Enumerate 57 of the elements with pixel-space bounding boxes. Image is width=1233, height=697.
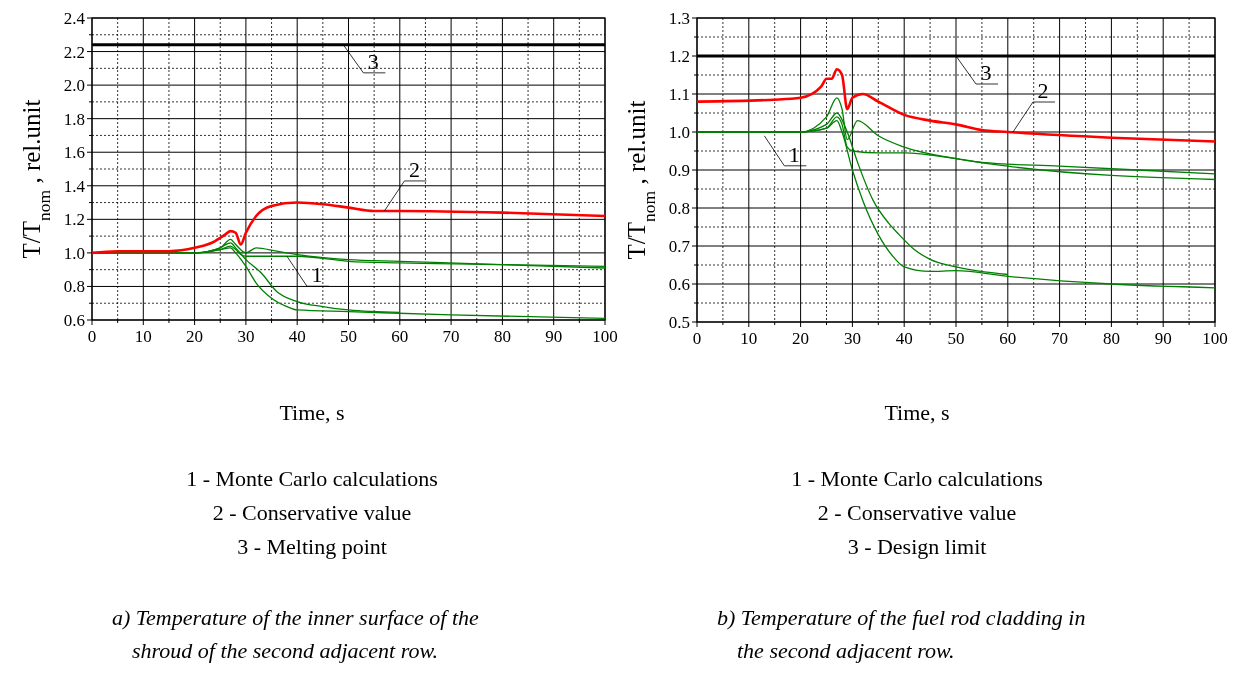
x-axis-title: Time, s xyxy=(279,400,345,425)
y-tick-label: 2.0 xyxy=(63,76,85,96)
x-tick-label: 30 xyxy=(237,327,255,346)
x-tick-label: 100 xyxy=(592,327,618,346)
x-tick-label: 20 xyxy=(792,329,810,348)
y-tick-label: 1.2 xyxy=(63,210,85,230)
y-tick-label: 1.0 xyxy=(668,122,690,142)
y-tick-label: 0.6 xyxy=(668,274,690,294)
x-tick-label: 50 xyxy=(947,329,965,348)
x-tick-label: 70 xyxy=(1051,329,1069,348)
x-tick-label: 50 xyxy=(340,327,357,346)
text: 2 - Conservative value xyxy=(212,500,412,525)
annotation: 1 xyxy=(788,141,800,167)
y-tick-label: 1.6 xyxy=(63,143,85,163)
x-tick-label: 90 xyxy=(1154,329,1172,348)
text: 3 - Design limit xyxy=(847,534,987,559)
y-tick-label: 0.8 xyxy=(63,277,85,297)
y-tick-label: 2.2 xyxy=(63,42,85,62)
x-tick-label: 0 xyxy=(692,329,702,348)
x-tick-label: 60 xyxy=(391,327,409,346)
y-tick-label: 0.9 xyxy=(668,160,690,180)
y-tick-label: 1.4 xyxy=(63,176,86,196)
y-tick-label: 0.5 xyxy=(668,312,690,332)
x-tick-label: 70 xyxy=(442,327,460,346)
y-tick-label: 0.7 xyxy=(668,236,691,256)
annotation: 2 xyxy=(408,156,420,182)
x-tick-label: 100 xyxy=(1202,329,1228,348)
text: 1 - Monte Carlo calculations xyxy=(791,466,1043,491)
x-tick-label: 0 xyxy=(87,327,97,346)
x-tick-label: 80 xyxy=(493,327,511,346)
y-tick-label: 1.8 xyxy=(63,109,85,129)
x-tick-label: 20 xyxy=(186,327,204,346)
annotation: 2 xyxy=(1037,78,1049,103)
annotation: 3 xyxy=(980,60,992,85)
y-tick-label: 1.3 xyxy=(668,8,690,28)
y-tick-label: 1.2 xyxy=(668,46,690,66)
text: b) Temperature of the fuel rod cladding in the second adjacent row. xyxy=(717,605,1086,663)
y-tick-label: 0.6 xyxy=(63,310,85,330)
x-tick-label: 60 xyxy=(999,329,1017,348)
x-tick-label: 40 xyxy=(288,327,306,346)
annotation: 3 xyxy=(367,48,379,74)
y-tick-label: 1.0 xyxy=(63,243,85,263)
x-tick-label: 80 xyxy=(1102,329,1120,348)
y-tick-label: 2.4 xyxy=(63,8,86,28)
y-tick-label: 0.8 xyxy=(668,198,690,218)
text: 2 - Conservative value xyxy=(817,500,1017,525)
text: 3 - Melting point xyxy=(237,534,387,559)
x-tick-label: 10 xyxy=(740,329,758,348)
y-tick-label: 1.1 xyxy=(668,84,690,104)
x-tick-label: 90 xyxy=(545,327,563,346)
annotation: 1 xyxy=(311,262,323,288)
text: a) Temperature of the inner surface of the shroud of the second adjacent row. xyxy=(112,605,480,663)
x-tick-label: 10 xyxy=(134,327,152,346)
x-axis-title: Time, s xyxy=(884,400,950,425)
x-tick-label: 40 xyxy=(895,329,913,348)
text: 1 - Monte Carlo calculations xyxy=(186,466,438,491)
x-tick-label: 30 xyxy=(843,329,861,348)
